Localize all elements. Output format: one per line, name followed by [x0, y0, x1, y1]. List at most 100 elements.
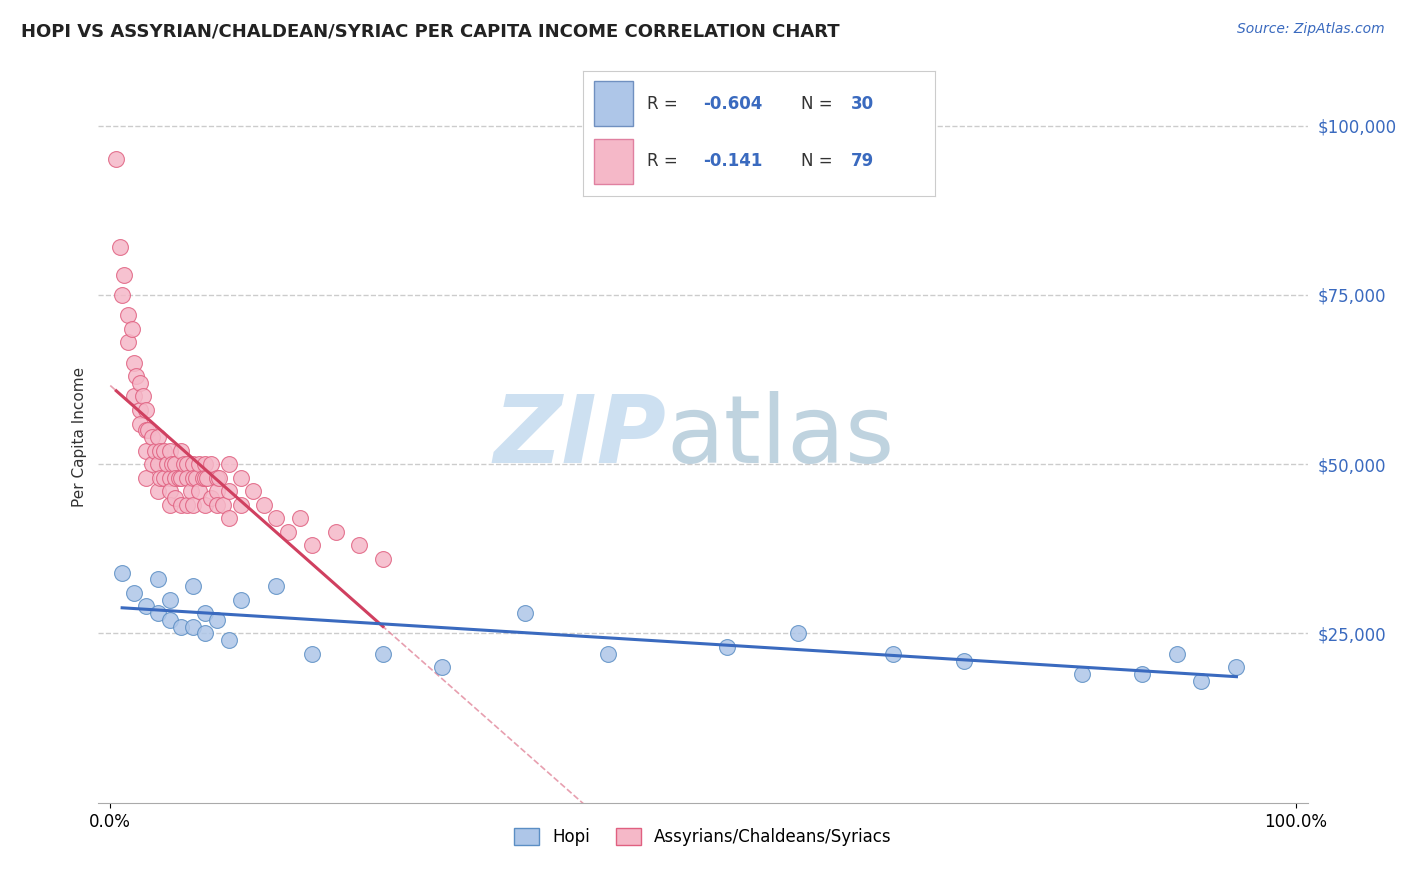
Point	[371, 647, 394, 661]
Point	[325, 524, 347, 539]
Text: 30: 30	[851, 95, 873, 112]
Point	[181, 498, 204, 512]
Point	[301, 647, 323, 661]
Point	[205, 613, 228, 627]
Point	[200, 457, 222, 471]
Point	[167, 471, 190, 485]
Point	[111, 288, 134, 302]
Point	[181, 471, 204, 485]
Point	[156, 457, 179, 471]
Point	[105, 153, 128, 167]
Point	[173, 457, 195, 471]
Point	[149, 443, 172, 458]
Point	[135, 599, 157, 614]
Point	[160, 457, 183, 471]
Point	[1225, 660, 1247, 674]
Point	[159, 443, 181, 458]
Point	[114, 268, 136, 282]
Point	[176, 457, 198, 471]
FancyBboxPatch shape	[593, 139, 633, 184]
Point	[117, 308, 139, 322]
Point	[117, 335, 139, 350]
Point	[218, 457, 240, 471]
Point	[277, 524, 299, 539]
Point	[200, 491, 222, 505]
Point	[146, 572, 169, 586]
Point	[135, 423, 157, 437]
Point	[135, 471, 157, 485]
Text: R =: R =	[647, 95, 683, 112]
Text: R =: R =	[647, 153, 683, 170]
Text: HOPI VS ASSYRIAN/CHALDEAN/SYRIAC PER CAPITA INCOME CORRELATION CHART: HOPI VS ASSYRIAN/CHALDEAN/SYRIAC PER CAP…	[21, 22, 839, 40]
Point	[1166, 647, 1188, 661]
Point	[212, 498, 235, 512]
Point	[159, 613, 181, 627]
Point	[432, 660, 454, 674]
Point	[288, 511, 311, 525]
Point	[191, 471, 214, 485]
Point	[229, 471, 252, 485]
Point	[371, 552, 394, 566]
Point	[229, 592, 252, 607]
Point	[165, 457, 187, 471]
Point	[141, 457, 163, 471]
Point	[108, 240, 131, 254]
Point	[180, 484, 202, 499]
Text: 79: 79	[851, 153, 875, 170]
Point	[194, 457, 217, 471]
Point	[181, 457, 204, 471]
Point	[165, 471, 187, 485]
Point	[194, 626, 217, 640]
Point	[159, 498, 181, 512]
Text: N =: N =	[801, 153, 838, 170]
Point	[786, 626, 808, 640]
Point	[229, 498, 252, 512]
Point	[1071, 667, 1094, 681]
Text: Source: ZipAtlas.com: Source: ZipAtlas.com	[1237, 22, 1385, 37]
Point	[152, 471, 174, 485]
Y-axis label: Per Capita Income: Per Capita Income	[72, 367, 87, 508]
Point	[264, 511, 287, 525]
Point	[122, 586, 145, 600]
Point	[159, 471, 181, 485]
Point	[716, 640, 738, 654]
Text: atlas: atlas	[666, 391, 896, 483]
Point	[218, 633, 240, 648]
Point	[122, 389, 145, 403]
Point	[152, 443, 174, 458]
Point	[146, 457, 169, 471]
Text: -0.604: -0.604	[703, 95, 762, 112]
Point	[170, 620, 193, 634]
Point	[1189, 673, 1212, 688]
Point	[188, 484, 211, 499]
Point	[194, 471, 217, 485]
Point	[181, 620, 204, 634]
Point	[159, 484, 181, 499]
Point	[129, 403, 152, 417]
Point	[205, 471, 228, 485]
Point	[176, 498, 198, 512]
Point	[264, 579, 287, 593]
Point	[205, 498, 228, 512]
Point	[143, 443, 166, 458]
Point	[132, 389, 155, 403]
Point	[129, 417, 152, 431]
Legend: Hopi, Assyrians/Chaldeans/Syriacs: Hopi, Assyrians/Chaldeans/Syriacs	[508, 822, 898, 853]
Point	[176, 471, 198, 485]
Point	[170, 443, 193, 458]
Point	[218, 511, 240, 525]
Point	[194, 498, 217, 512]
Text: N =: N =	[801, 95, 838, 112]
Point	[952, 654, 974, 668]
Point	[882, 647, 904, 661]
Point	[146, 606, 169, 620]
Point	[111, 566, 134, 580]
FancyBboxPatch shape	[593, 81, 633, 127]
Point	[205, 484, 228, 499]
Point	[197, 471, 219, 485]
Point	[194, 606, 217, 620]
Point	[149, 471, 172, 485]
Point	[165, 491, 187, 505]
Point	[301, 538, 323, 552]
Point	[122, 355, 145, 369]
